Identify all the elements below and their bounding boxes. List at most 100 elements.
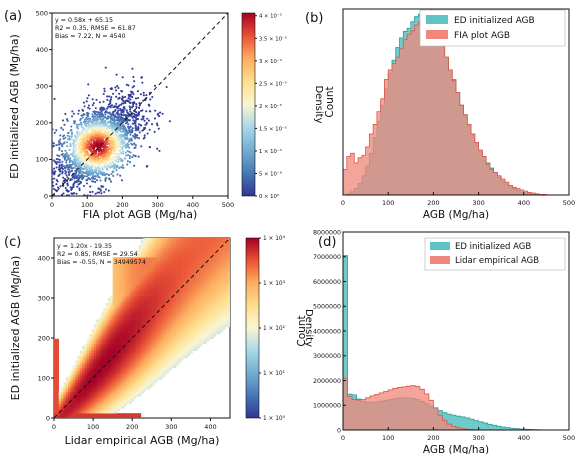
heatmap-cell — [122, 379, 125, 383]
heatmap-cell — [75, 362, 78, 366]
heatmap-cell — [86, 386, 90, 390]
heatmap-cell — [140, 245, 144, 248]
heatmap-cell — [150, 336, 153, 340]
scatter-point — [128, 155, 132, 158]
heatmap-cell — [131, 293, 135, 296]
heatmap-cell — [122, 389, 125, 392]
heatmap-cell — [79, 396, 83, 400]
heatmap-cell — [72, 401, 76, 404]
heatmap-cell — [82, 391, 85, 395]
heatmap-cell — [166, 281, 170, 284]
heatmap-cell — [145, 281, 149, 284]
heatmap-cell — [136, 336, 139, 340]
heatmap-cell — [129, 341, 132, 344]
heatmap-cell — [154, 314, 158, 318]
heatmap-cell — [65, 403, 69, 407]
heatmap-cell — [178, 254, 182, 258]
heatmap-cell — [136, 362, 139, 366]
heatmap-cell — [110, 410, 113, 414]
heatmap-cell — [65, 379, 69, 383]
heatmap-cell — [115, 290, 118, 294]
heatmap-cell — [140, 336, 144, 340]
heatmap-cell — [117, 314, 121, 318]
heatmap-cell — [166, 305, 170, 308]
heatmap-cell — [164, 286, 167, 289]
heatmap-cell — [119, 326, 123, 330]
scatter-point — [155, 122, 159, 125]
scatter-point — [137, 155, 140, 158]
heatmap-cell — [161, 266, 165, 270]
scatter-point — [120, 111, 123, 114]
heatmap-cell — [150, 290, 153, 294]
scatter-point — [117, 119, 120, 122]
scatter-point — [103, 143, 106, 146]
heatmap-cell — [180, 343, 184, 347]
scatter-point — [89, 194, 92, 196]
heatmap-cell — [117, 305, 121, 308]
scatter-point — [131, 86, 134, 89]
heatmap-cell — [129, 353, 132, 356]
scatter-point — [127, 97, 130, 100]
heatmap-cell — [180, 269, 184, 272]
heatmap-cell — [150, 281, 153, 284]
heatmap-cell — [168, 307, 172, 311]
heatmap-cell — [68, 415, 71, 418]
heatmap-cell — [143, 336, 146, 340]
scatter-point — [128, 131, 131, 134]
scatter-point — [86, 137, 89, 140]
heatmap-cell — [173, 274, 177, 277]
heatmap-cell — [176, 276, 179, 280]
heatmap-cell — [140, 257, 144, 260]
heatmap-cell — [176, 286, 179, 289]
heatmap-cell — [110, 317, 113, 320]
heatmap-cell — [117, 370, 121, 373]
heatmap-cell — [129, 281, 132, 284]
heatmap-cell — [124, 365, 128, 368]
colorbar-tick-label: 1.5 × 10⁻⁵ — [259, 125, 287, 132]
heatmap-cell — [84, 365, 88, 368]
heatmap-cell — [103, 341, 106, 344]
scatter-point — [140, 109, 143, 112]
scatter-point — [103, 190, 106, 194]
heatmap-cell — [91, 374, 95, 378]
heatmap-cell — [157, 281, 160, 284]
heatmap-cell — [171, 365, 174, 368]
heatmap-cell — [131, 331, 135, 335]
heatmap-cell — [79, 406, 83, 409]
heatmap-cell — [178, 257, 182, 260]
heatmap-cell — [152, 360, 156, 364]
heatmap-cell — [79, 362, 83, 366]
scatter-point — [69, 159, 72, 162]
scatter-point — [86, 194, 89, 196]
heatmap-cell — [152, 341, 156, 344]
heatmap-cell — [147, 250, 151, 253]
heatmap-cell — [164, 295, 167, 299]
heatmap-cell — [117, 389, 121, 392]
heatmap-cell — [143, 384, 146, 388]
heatmap-cell — [122, 374, 125, 378]
scatter-point — [68, 148, 71, 151]
scatter-point — [131, 156, 134, 159]
heatmap-cell — [143, 341, 146, 344]
heatmap-cell — [86, 350, 90, 354]
heatmap-cell — [136, 355, 139, 359]
heatmap-cell — [138, 281, 142, 284]
heatmap-cell — [138, 254, 142, 258]
heatmap-cell — [100, 413, 104, 416]
heatmap-cell — [129, 401, 132, 404]
heatmap-cell — [91, 367, 95, 371]
heatmap-cell — [131, 314, 135, 318]
scatter-point — [147, 119, 150, 122]
heatmap-cell — [122, 394, 125, 397]
scatter-point — [83, 157, 86, 160]
heatmap-cell — [126, 415, 130, 418]
heatmap-cell — [124, 353, 128, 356]
heatmap-cell — [112, 370, 116, 373]
heatmap-cell — [178, 319, 182, 323]
heatmap-cell — [136, 269, 139, 272]
heatmap-cell — [143, 242, 146, 246]
heatmap-cell — [110, 382, 113, 385]
heatmap-cell — [159, 298, 163, 301]
heatmap-cell — [138, 283, 142, 287]
heatmap-cell — [166, 274, 170, 277]
